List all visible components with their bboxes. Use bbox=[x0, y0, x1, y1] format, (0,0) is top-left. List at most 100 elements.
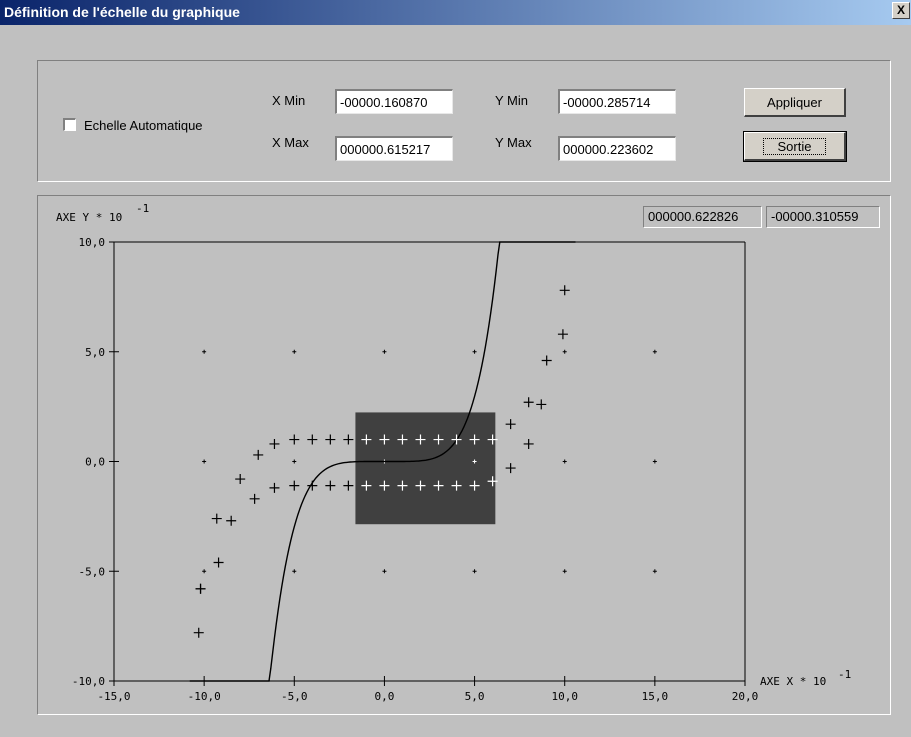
x-axis-title-exponent: -1 bbox=[838, 668, 851, 681]
grid-dot bbox=[382, 569, 387, 574]
x-tick-label: -5,0 bbox=[281, 690, 308, 703]
data-point-upper bbox=[559, 285, 570, 296]
data-point-lower bbox=[415, 480, 426, 491]
data-point-lower bbox=[343, 480, 354, 491]
data-point-upper bbox=[211, 513, 222, 524]
y-axis-title: AXE Y * 10 bbox=[56, 211, 122, 224]
data-point-upper bbox=[541, 355, 552, 366]
data-point-lower bbox=[307, 480, 318, 491]
data-point-upper bbox=[557, 329, 568, 340]
data-point-upper bbox=[379, 434, 390, 445]
cursor-x-readout: 000000.622826 bbox=[643, 206, 762, 228]
data-point-upper bbox=[361, 434, 372, 445]
data-point-lower bbox=[269, 482, 280, 493]
ymin-label: Y Min bbox=[495, 93, 528, 108]
grid-dot bbox=[562, 569, 567, 574]
zoom-selection-rect bbox=[355, 412, 496, 525]
title-bar: Définition de l'échelle du graphique X bbox=[0, 0, 911, 25]
cursor-y-readout: -00000.310559 bbox=[766, 206, 880, 228]
grid-dot bbox=[652, 569, 657, 574]
grid-dot bbox=[292, 459, 297, 464]
window-title: Définition de l'échelle du graphique bbox=[4, 4, 240, 20]
data-point-upper bbox=[289, 434, 300, 445]
data-point-upper bbox=[307, 434, 318, 445]
data-point-upper bbox=[433, 434, 444, 445]
y-tick-label: 10,0 bbox=[79, 236, 106, 249]
grid-dot bbox=[292, 569, 297, 574]
x-tick-label: 0,0 bbox=[374, 690, 394, 703]
grid-dot bbox=[472, 349, 477, 354]
y-axis-title-exponent: -1 bbox=[136, 202, 149, 215]
data-point-lower bbox=[505, 463, 516, 474]
x-tick-label: 20,0 bbox=[732, 690, 759, 703]
x-tick-label: -15,0 bbox=[97, 690, 130, 703]
x-axis-title: AXE X * 10 bbox=[760, 675, 826, 688]
grid-dot bbox=[472, 569, 477, 574]
data-point-upper bbox=[505, 419, 516, 430]
data-point-upper bbox=[397, 434, 408, 445]
xmin-input[interactable] bbox=[335, 89, 453, 114]
data-point-lower bbox=[487, 476, 498, 487]
ymax-input[interactable] bbox=[558, 136, 676, 161]
data-point-lower bbox=[361, 480, 372, 491]
apply-button[interactable]: Appliquer bbox=[744, 88, 846, 117]
grid-dot bbox=[202, 569, 207, 574]
exit-button[interactable]: Sortie bbox=[743, 131, 847, 162]
data-point-lower bbox=[536, 399, 547, 410]
data-point-lower bbox=[226, 515, 237, 526]
y-tick-label: -10,0 bbox=[72, 675, 105, 688]
close-button[interactable]: X bbox=[892, 2, 910, 19]
fitted-curve bbox=[189, 241, 576, 682]
data-point-upper bbox=[523, 397, 534, 408]
grid-dot bbox=[382, 349, 387, 354]
xmin-label: X Min bbox=[272, 93, 306, 108]
data-point-lower bbox=[523, 438, 534, 449]
exit-button-label: Sortie bbox=[762, 138, 827, 155]
scale-controls-panel bbox=[37, 60, 891, 182]
ymax-label: Y Max bbox=[495, 135, 532, 150]
data-point-lower bbox=[469, 480, 480, 491]
data-point-upper bbox=[415, 434, 426, 445]
data-point-upper bbox=[469, 434, 480, 445]
data-point-lower bbox=[195, 583, 206, 594]
xmax-label: X Max bbox=[272, 135, 309, 150]
data-point-lower bbox=[433, 480, 444, 491]
grid-dot bbox=[652, 459, 657, 464]
grid-dot bbox=[652, 349, 657, 354]
data-point-lower bbox=[379, 480, 390, 491]
data-point-upper bbox=[193, 627, 204, 638]
data-point-lower bbox=[325, 480, 336, 491]
grid-dot bbox=[472, 459, 477, 464]
x-tick-label: 5,0 bbox=[465, 690, 485, 703]
y-tick-label: 5,0 bbox=[85, 346, 105, 359]
x-tick-label: -10,0 bbox=[188, 690, 221, 703]
data-point-upper bbox=[325, 434, 336, 445]
data-point-lower bbox=[289, 480, 300, 491]
data-point-lower bbox=[249, 493, 260, 504]
grid-dot bbox=[292, 349, 297, 354]
auto-scale-label: Echelle Automatique bbox=[84, 118, 203, 133]
y-tick-label: 0,0 bbox=[85, 456, 105, 469]
data-point-upper bbox=[269, 438, 280, 449]
y-tick-label: -5,0 bbox=[79, 565, 106, 578]
data-point-upper bbox=[343, 434, 354, 445]
grid-dot bbox=[562, 459, 567, 464]
auto-scale-checkbox[interactable] bbox=[63, 118, 76, 131]
grid-dot bbox=[562, 349, 567, 354]
data-point-upper bbox=[253, 449, 264, 460]
data-point-upper bbox=[213, 557, 224, 568]
data-point-upper bbox=[451, 434, 462, 445]
data-point-lower bbox=[397, 480, 408, 491]
data-point-upper bbox=[235, 474, 246, 485]
data-point-upper bbox=[487, 434, 498, 445]
apply-button-label: Appliquer bbox=[767, 95, 822, 110]
grid-dot bbox=[202, 349, 207, 354]
ymin-input[interactable] bbox=[558, 89, 676, 114]
graph-panel bbox=[37, 195, 891, 715]
grid-dot bbox=[202, 459, 207, 464]
data-point-lower bbox=[451, 480, 462, 491]
x-tick-label: 10,0 bbox=[551, 690, 578, 703]
xmax-input[interactable] bbox=[335, 136, 453, 161]
x-tick-label: 15,0 bbox=[642, 690, 669, 703]
